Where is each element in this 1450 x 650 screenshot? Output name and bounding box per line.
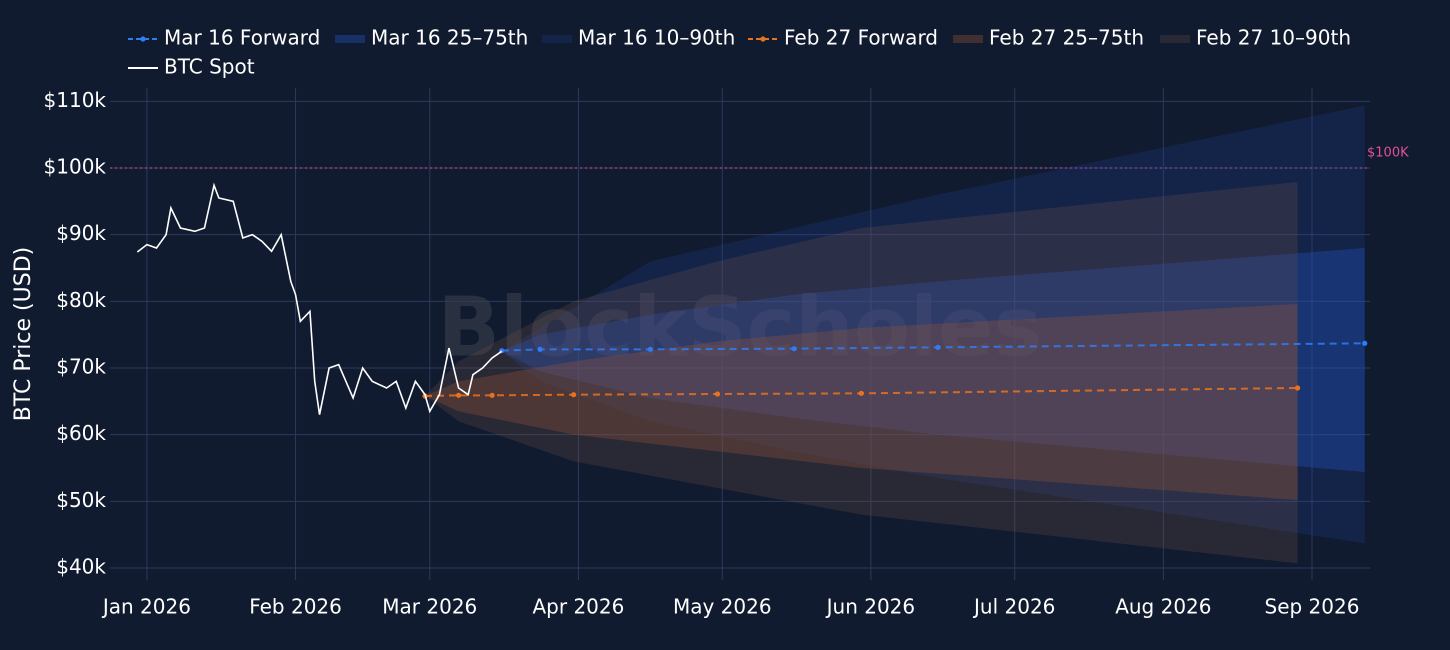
forward-marker	[714, 391, 721, 397]
legend-marker	[760, 36, 766, 42]
band	[425, 182, 1298, 564]
spot-line	[136, 182, 503, 415]
x-tick-label: Aug 2026	[1115, 595, 1211, 619]
band	[425, 304, 1298, 500]
y-tick-label: $80k	[56, 288, 106, 312]
forward-marker	[791, 346, 797, 352]
forward-marker	[1362, 340, 1368, 346]
forward-marker	[489, 392, 495, 398]
forward-line	[501, 342, 1365, 352]
y-tick-label: $90k	[56, 221, 106, 245]
forward-marker	[858, 390, 864, 396]
y-tick-label: $100k	[44, 155, 107, 179]
reference-label: $100K	[1367, 146, 1409, 161]
x-tick-label: Jul 2026	[972, 595, 1055, 619]
legend: Mar 16 Forward Mar 16 25–75th Mar 16 10–90…	[128, 26, 1351, 79]
legend-label: Feb 27 25–75th	[989, 26, 1144, 50]
plot	[110, 105, 1370, 564]
x-tick-label: May 2026	[673, 595, 772, 619]
legend-label: BTC Spot	[164, 55, 255, 79]
watermark: BlockScholes	[438, 280, 1043, 375]
forward-marker	[571, 392, 577, 398]
band	[501, 105, 1365, 544]
x-tick-label: Apr 2026	[532, 595, 624, 619]
forward-marker	[647, 346, 653, 352]
x-tick-label: Feb 2026	[249, 595, 342, 619]
legend-label: Feb 27 10–90th	[1196, 26, 1351, 50]
x-tick-label: Mar 2026	[382, 595, 477, 619]
legend-label: Mar 16 10–90th	[578, 26, 735, 50]
y-tick-label: $40k	[56, 555, 106, 579]
grid	[110, 88, 1370, 580]
legend-marker	[140, 36, 146, 42]
y-tick-label: $110k	[44, 88, 107, 112]
x-tick-label: Sep 2026	[1265, 595, 1360, 619]
forward-marker	[537, 346, 543, 352]
y-axis-title: BTC Price (USD)	[11, 247, 36, 421]
legend-label: Feb 27 Forward	[784, 26, 938, 50]
forward-marker	[1295, 385, 1301, 391]
y-tick-label: $60k	[56, 421, 106, 445]
forward-marker	[935, 344, 941, 350]
y-tick-label: $50k	[56, 488, 106, 512]
legend-label: Mar 16 Forward	[164, 26, 320, 50]
band	[501, 248, 1365, 472]
forward-marker	[455, 392, 462, 398]
x-tick-label: Jan 2026	[101, 595, 191, 619]
y-tick-label: $70k	[56, 355, 106, 379]
legend-label: Mar 16 25–75th	[371, 26, 528, 50]
x-tick-label: Jun 2026	[825, 595, 916, 619]
